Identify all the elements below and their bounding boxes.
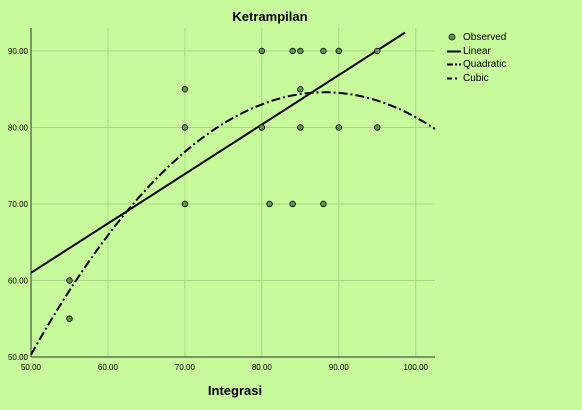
observed-point	[258, 47, 266, 55]
y-tick-label: 80.00	[8, 123, 29, 132]
y-tick-label: 60.00	[8, 276, 29, 285]
observed-point	[181, 86, 189, 93]
x-tick-label: 80.00	[252, 363, 273, 372]
x-tick-label: 70.00	[175, 363, 196, 372]
x-tick-label: 90.00	[329, 363, 350, 372]
observed-point	[66, 315, 73, 322]
legend-line-linear	[447, 50, 461, 52]
tick-labels: 50.00 60.00 70.00 80.00 90.00 100.00 50.00 60.0…	[8, 47, 429, 372]
legend-label-cubic: Cubic	[463, 72, 489, 84]
legend-marker-observed	[448, 33, 456, 41]
linear-fit-line	[30, 31, 406, 274]
legend-line-cubic	[447, 77, 457, 79]
observed-point	[374, 124, 381, 131]
observed-point	[335, 124, 343, 131]
grid-lines	[30, 28, 435, 358]
x-tick-label: 100.00	[404, 363, 429, 372]
observed-point	[320, 47, 327, 55]
y-tick-label: 90.00	[8, 47, 29, 56]
observed-point	[66, 277, 73, 284]
legend-label-quadratic: Quadratic	[463, 59, 507, 70]
observed-point	[181, 200, 189, 208]
y-tick-label: 70.00	[8, 200, 29, 209]
observed-point	[181, 124, 189, 131]
x-tick-label: 50.00	[21, 363, 42, 372]
axes	[30, 28, 435, 358]
x-tick-label: 60.00	[98, 363, 119, 372]
observed-points	[66, 47, 381, 322]
observed-point	[289, 200, 296, 208]
legend-label-linear: Linear	[463, 45, 491, 57]
observed-point	[266, 200, 273, 208]
y-tick-label: 50.00	[8, 353, 29, 362]
chart-title: Ketrampilan	[232, 9, 308, 24]
observed-point	[289, 47, 296, 55]
observed-point	[320, 200, 327, 208]
observed-point	[297, 47, 304, 55]
quadratic-fit-line	[30, 91, 436, 356]
observed-point	[335, 47, 343, 55]
legend-line-quadratic	[447, 63, 461, 66]
fit-lines	[30, 31, 436, 356]
observed-point	[258, 124, 266, 131]
legend-label-observed: Observed	[463, 32, 507, 43]
observed-point	[374, 47, 381, 55]
observed-point	[297, 86, 304, 93]
x-axis-label: Integrasi	[207, 383, 263, 398]
observed-point	[297, 124, 304, 131]
